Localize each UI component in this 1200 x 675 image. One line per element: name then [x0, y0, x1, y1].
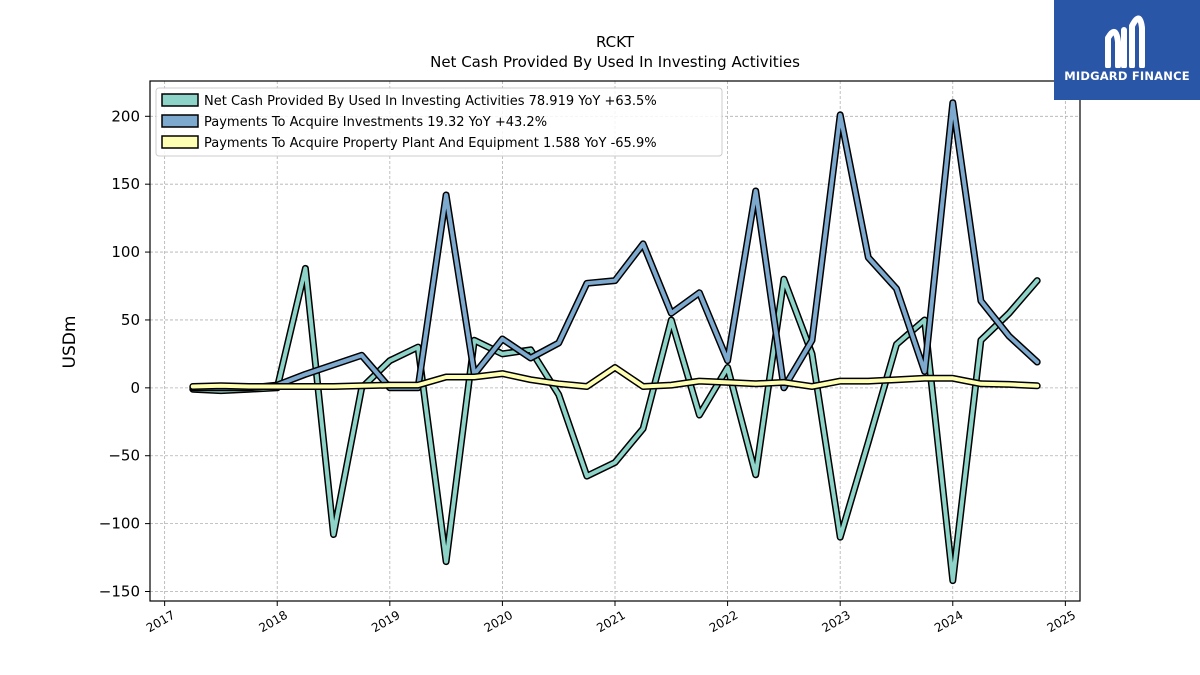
y-tick-label: −100 [99, 515, 140, 533]
legend: Net Cash Provided By Used In Investing A… [155, 87, 723, 157]
x-tick-label: 2020 [482, 608, 515, 635]
y-tick-label: −50 [108, 447, 140, 465]
y-axis-label: USDm [60, 316, 80, 369]
brand-logo: MIDGARD FINANCE [1054, 0, 1200, 100]
x-tick-label: 2022 [707, 608, 740, 635]
series-line [190, 365, 1040, 389]
y-tick-label: 150 [111, 175, 140, 193]
legend-label: Net Cash Provided By Used In Investing A… [204, 94, 657, 109]
series-line [190, 100, 1040, 390]
series-lines [189, 99, 1041, 585]
legend-swatch [161, 93, 199, 107]
midgard-logo-icon [1105, 15, 1145, 68]
chart-title: RCKT [596, 33, 635, 51]
brand-name: MIDGARD FINANCE [1064, 69, 1190, 83]
legend-swatch [161, 114, 199, 128]
x-tick-label: 2017 [144, 608, 177, 635]
y-tick-label: 50 [121, 311, 140, 329]
legend-label: Payments To Acquire Investments 19.32 Yo… [204, 115, 547, 130]
legend-swatch [161, 135, 199, 149]
x-tick-label: 2019 [369, 608, 402, 635]
legend-label: Payments To Acquire Property Plant And E… [204, 136, 657, 151]
legend-box [155, 87, 723, 157]
y-tick-label: 100 [111, 243, 140, 261]
y-tick-label: 0 [130, 379, 140, 397]
y-tick-label: 200 [111, 107, 140, 125]
y-tick-label: −150 [99, 582, 140, 600]
x-tick-label: 2021 [594, 608, 627, 635]
x-tick-label: 2024 [932, 608, 965, 635]
chart-subtitle: Net Cash Provided By Used In Investing A… [430, 53, 800, 71]
x-tick-label: 2025 [1045, 608, 1078, 635]
x-tick-label: 2023 [819, 608, 852, 635]
series-line [190, 266, 1040, 583]
x-tick-label: 2018 [257, 608, 290, 635]
